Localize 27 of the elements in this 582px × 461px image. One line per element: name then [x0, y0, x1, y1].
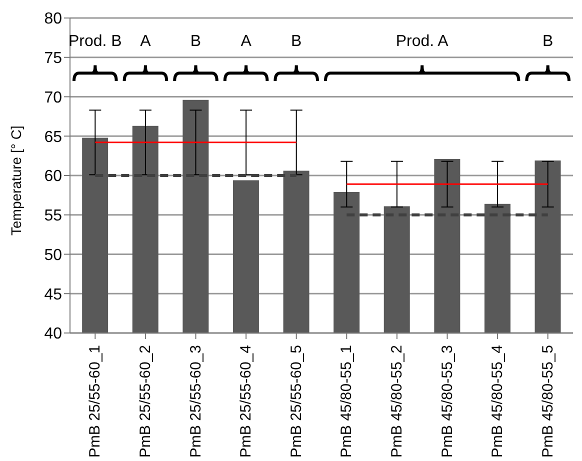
annotation: Prod. A	[396, 33, 449, 50]
y-tick-label: 50	[44, 246, 62, 264]
annotation: B	[542, 33, 554, 50]
x-tick-label: PmB 25/55-60_3	[187, 345, 204, 458]
x-tick-label: PmB 45/80-55_2	[388, 345, 406, 458]
y-tick-label: 55	[44, 208, 62, 225]
annotation: B	[291, 33, 302, 50]
y-axis-title: Temperature [° C]	[8, 126, 24, 236]
x-tick-label: PmB 25/55-60_5	[288, 345, 305, 458]
y-tick-label: 40	[44, 326, 62, 343]
y-tick-label: 80	[44, 10, 62, 28]
annotation: Prod. B	[68, 33, 122, 50]
y-tick-label: 75	[44, 50, 62, 68]
y-tick-label: 60	[44, 168, 62, 186]
x-tick-label: PmB 45/80-55_1	[338, 345, 356, 458]
y-tick-label: 70	[44, 89, 62, 106]
x-tick-label: PmB 45/80-55_5	[539, 345, 556, 458]
annotation: A	[240, 33, 252, 50]
x-tick-label: PmB 45/80-55_4	[489, 345, 506, 458]
x-tick-label: PmB 25/55-60_2	[136, 345, 154, 458]
y-tick-label: 65	[44, 128, 62, 146]
annotation: B	[190, 33, 202, 50]
x-tick-label: PmB 25/55-60_4	[238, 345, 255, 458]
x-tick-label: PmB 45/80-55_3	[438, 345, 456, 458]
x-tick-label: PmB 25/55-60_1	[86, 345, 104, 458]
annotation: A	[140, 33, 152, 50]
y-tick-label: 45	[44, 286, 62, 304]
